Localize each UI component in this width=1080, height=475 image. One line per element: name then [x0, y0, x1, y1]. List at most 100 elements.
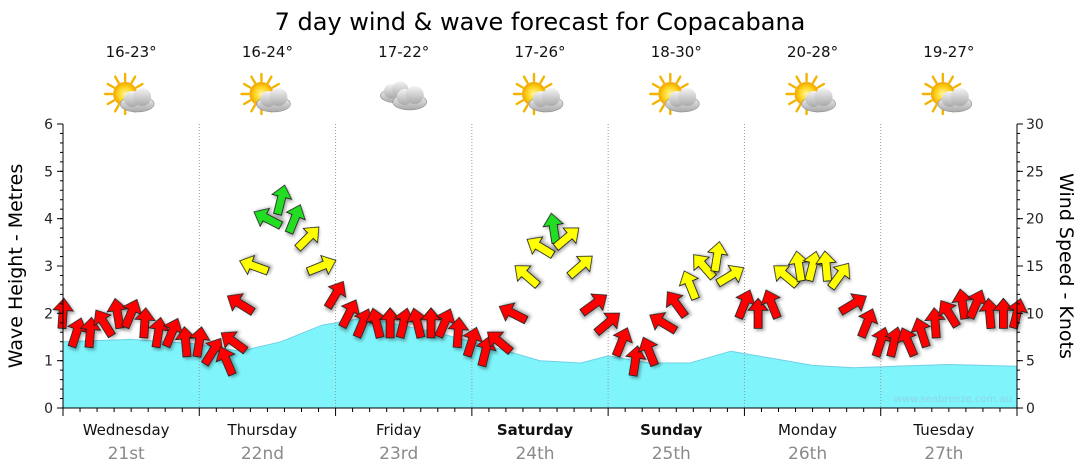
sun-cloud-icon: [921, 72, 973, 116]
wind-arrow-shape: [253, 207, 284, 230]
wind-arrow-shape: [649, 312, 679, 335]
cloud-shape: [664, 88, 700, 113]
sun-ray: [659, 104, 665, 113]
sun-ray: [952, 82, 962, 89]
right-tick-label: 25: [1026, 164, 1044, 180]
cloud-shape: [392, 86, 428, 111]
day-date: 24th: [515, 444, 554, 464]
wind-arrow: [294, 226, 320, 252]
wave-area: [63, 318, 1017, 408]
sun-ray: [931, 75, 938, 84]
wind-arrow: [938, 299, 961, 329]
cloud-part: [269, 88, 288, 106]
wind-arrow: [514, 265, 541, 289]
left-tick-label: 6: [44, 117, 53, 133]
wind-arrow-shape: [526, 236, 556, 259]
wind-arrow: [305, 254, 337, 276]
day-name: Friday: [376, 421, 422, 439]
sun-ray: [924, 99, 933, 106]
sun-ray: [811, 75, 818, 84]
sun-ray: [788, 99, 797, 106]
sun-ray: [795, 104, 802, 113]
wind-arrow-shape: [552, 227, 580, 251]
wind-arrow-shape: [220, 331, 249, 355]
wind-arrow-shape: [715, 264, 745, 288]
wind-arrow: [271, 184, 293, 216]
wind-arrow: [420, 307, 442, 339]
wind-arrow-shape: [611, 327, 633, 358]
day-date: 27th: [924, 444, 963, 464]
sun-ray: [113, 104, 120, 113]
wind-arrow-shape: [706, 240, 729, 273]
sun-ray: [651, 82, 661, 89]
wave-layer: [63, 317, 1017, 408]
wind-arrow-shape: [951, 288, 973, 320]
wind-arrow-shape: [323, 280, 347, 310]
chart-title: 7 day wind & wave forecast for Copacaban…: [275, 8, 806, 36]
wind-arrow: [284, 204, 306, 235]
wind-arrow-shape: [462, 326, 484, 358]
cloud-part: [950, 88, 969, 106]
wind-arrow: [498, 302, 529, 325]
sun-ray: [924, 82, 933, 89]
wind-arrow-shape: [271, 184, 293, 216]
sun-ray: [544, 82, 553, 89]
wind-arrow: [134, 307, 156, 339]
wind-arrow-shape: [93, 309, 116, 339]
wind-arrow-shape: [487, 331, 514, 356]
day-name: Sunday: [640, 421, 703, 439]
wind-arrow: [552, 227, 580, 251]
wind-arrow: [93, 309, 116, 339]
wind-arrow-shape: [938, 299, 961, 329]
day-temperature: 18-30°: [651, 43, 702, 61]
wind-layer: [52, 184, 1029, 377]
wind-arrow-shape: [896, 327, 919, 358]
sun-ray: [250, 75, 257, 84]
right-tick-label: 30: [1026, 117, 1044, 133]
cloud-part: [678, 88, 697, 106]
wind-arrow: [715, 264, 745, 288]
sun-ray: [795, 75, 802, 84]
wind-arrow: [379, 307, 402, 339]
wind-arrow: [624, 345, 647, 377]
sun-ray: [931, 104, 938, 113]
day-name: Saturday: [497, 421, 574, 439]
day-date: 22nd: [241, 444, 284, 464]
wind-arrow-shape: [147, 316, 170, 349]
wind-arrow-shape: [284, 204, 306, 235]
wind-arrow: [706, 240, 729, 273]
sun-ray: [242, 99, 252, 106]
sun-ray: [788, 82, 797, 89]
wind-arrow: [747, 297, 770, 329]
right-tick-label: 5: [1026, 354, 1035, 370]
right-tick-label: 15: [1026, 259, 1044, 275]
wind-arrow: [951, 288, 973, 320]
sun-cloud-icon: [103, 72, 155, 116]
day-date: 26th: [788, 444, 827, 464]
wind-arrow-shape: [514, 265, 541, 289]
sun-ray: [515, 99, 524, 106]
wind-arrow-shape: [420, 307, 442, 339]
wind-arrow-shape: [305, 254, 337, 276]
wind-arrow: [215, 346, 237, 377]
cloud-part: [814, 88, 833, 106]
wind-arrow-shape: [579, 293, 608, 317]
wind-arrow-shape: [624, 345, 647, 377]
left-tick-label: 1: [44, 354, 53, 370]
wind-arrow: [106, 297, 128, 330]
wind-arrow: [226, 293, 256, 316]
daily-header: 16-23° 16-24° 17-22° 17-26° 18-30° 20-28° 19-2…: [103, 43, 974, 116]
wind-arrow: [760, 289, 782, 320]
left-tick-label: 3: [44, 259, 53, 275]
wind-arrow-shape: [188, 326, 211, 358]
wind-arrow-shape: [379, 307, 402, 339]
wind-arrow: [665, 291, 689, 320]
day-temperature: 16-23°: [106, 43, 157, 61]
cloud-shape: [801, 88, 836, 113]
sun-ray: [680, 82, 689, 89]
wind-arrow: [693, 254, 717, 281]
wind-arrow: [649, 312, 679, 335]
day-temperature: 17-22°: [378, 43, 429, 61]
cloud-part: [405, 86, 424, 104]
